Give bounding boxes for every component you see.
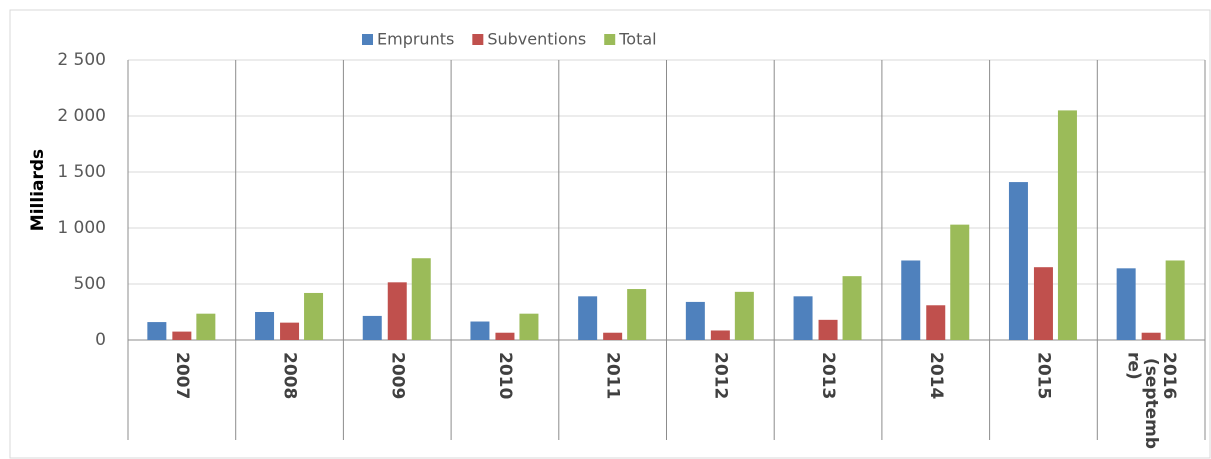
x-tick-label: 2011 [603, 352, 623, 399]
x-tick-label: 2015 [1033, 352, 1053, 399]
y-tick-label: 0 [95, 330, 106, 350]
bar [578, 296, 598, 340]
y-tick-label: 1 000 [57, 218, 106, 238]
chart-border [9, 9, 1211, 459]
bar [901, 260, 921, 340]
bar [411, 258, 431, 340]
bar [1165, 260, 1185, 340]
bar [172, 331, 192, 340]
bar [685, 301, 705, 340]
x-tick-label: 2014 [926, 352, 946, 399]
x-tick-label: 2007 [172, 352, 192, 399]
legend-swatch [472, 34, 484, 45]
legend-label: Emprunts [377, 30, 454, 49]
y-tick-label: 2 000 [57, 106, 106, 126]
bar [387, 282, 407, 340]
bar [280, 322, 300, 340]
bar [818, 319, 838, 340]
bar [793, 296, 813, 340]
bar [950, 224, 970, 340]
x-tick-label: 2009 [387, 352, 407, 399]
bar [1008, 182, 1028, 340]
bar [255, 312, 275, 340]
bar [1116, 268, 1136, 340]
bar [304, 292, 324, 340]
bar [842, 276, 862, 340]
legend-label: Total [618, 30, 656, 49]
x-tick-label: 2016 (septembre) [1123, 352, 1179, 449]
y-tick-label: 2 500 [57, 50, 106, 70]
legend-swatch [362, 34, 373, 45]
y-tick-label: 500 [74, 274, 106, 294]
y-axis-title: Milliards [28, 149, 48, 231]
bar [603, 332, 623, 340]
bar [470, 321, 490, 340]
bar [926, 305, 946, 340]
bar [627, 289, 647, 340]
x-tick-label: 2012 [710, 352, 730, 399]
bar [1057, 110, 1077, 341]
legend-label: Subventions [487, 30, 586, 49]
bar [1033, 267, 1053, 340]
x-tick-label: 2008 [280, 352, 300, 399]
bar [495, 332, 515, 340]
bar [147, 322, 167, 340]
x-tick-label: 2010 [495, 352, 515, 399]
legend-swatch [604, 34, 616, 45]
y-tick-label: 1 500 [57, 162, 106, 182]
bar [196, 313, 216, 340]
bar [734, 291, 754, 340]
bar [519, 313, 539, 340]
bar [362, 315, 382, 340]
x-tick-label: 2013 [818, 352, 838, 399]
bar [1141, 332, 1161, 340]
bar [710, 330, 730, 340]
